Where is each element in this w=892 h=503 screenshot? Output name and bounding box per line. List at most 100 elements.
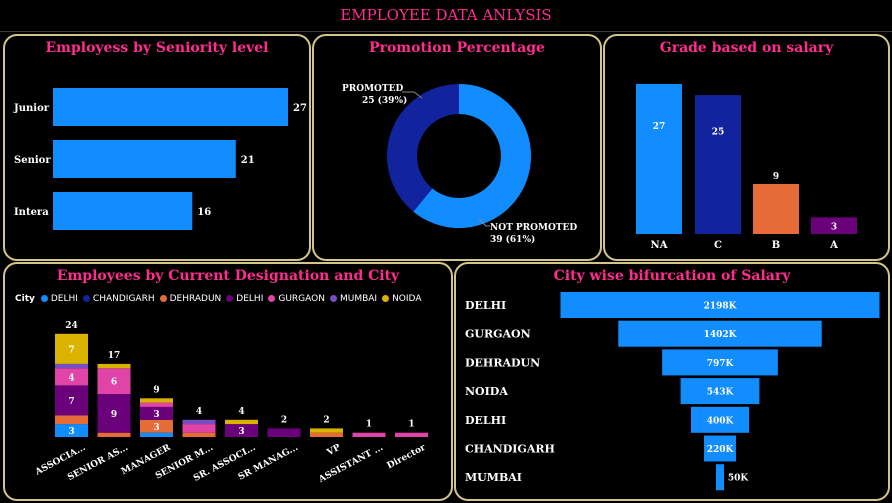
grade-title: Grade based on salary — [659, 40, 834, 56]
city-salary-data-label: 50K — [728, 474, 750, 484]
legend-item[interactable]: GURGAON — [268, 294, 325, 304]
city-salary-chart: DELHI 2198K GURGAON 1402K DEHRADUN 797K NOIDA 5… — [465, 292, 880, 491]
designation-segment-label: 3 — [68, 427, 74, 437]
seniority-bar[interactable] — [53, 192, 193, 230]
designation-total-label: 17 — [108, 351, 121, 361]
designation-bar-segment[interactable] — [140, 432, 173, 437]
promoted-value-label: 25 (39%) — [362, 95, 407, 106]
designation-total-label: 1 — [408, 420, 414, 430]
grade-data-label: 9 — [773, 172, 779, 182]
legend-dot-icon — [40, 295, 48, 302]
designation-category-label: VP — [325, 443, 343, 459]
designation-bar-segment[interactable] — [225, 419, 258, 425]
promotion-slice[interactable] — [413, 84, 531, 228]
seniority-category-label: Senior — [14, 155, 51, 166]
designation-segment-label: 7 — [68, 345, 74, 355]
seniority-category-label: Intera — [14, 207, 49, 218]
city-salary-data-label: 797K — [707, 359, 735, 369]
city-category-label: MUMBAI — [465, 471, 522, 484]
legend-item[interactable]: DELHI — [226, 294, 263, 304]
designation-bar-segment[interactable] — [352, 432, 386, 437]
designation-bar-segment[interactable] — [55, 385, 88, 416]
designation-total-label: 4 — [196, 407, 202, 417]
grade-category-label: A — [829, 240, 838, 251]
not-promoted-value-label: 39 (61%) — [490, 234, 535, 245]
legend-item[interactable]: MUMBAI — [329, 294, 378, 304]
designation-bar-segment[interactable] — [182, 432, 216, 437]
designation-bar-segment[interactable] — [97, 432, 131, 437]
city-salary-bar[interactable] — [680, 378, 760, 405]
designation-bar-segment[interactable] — [225, 424, 258, 437]
designation-bar-segment[interactable] — [97, 368, 131, 394]
city-salary-bar[interactable] — [690, 406, 750, 433]
seniority-panel: Employess by Seniority level Junior 27 Sen… — [3, 34, 311, 261]
legend-label: NOIDA — [392, 294, 422, 304]
promotion-slice[interactable] — [387, 84, 459, 212]
grade-data-label: 3 — [831, 223, 837, 233]
grade-data-label: 27 — [653, 122, 666, 132]
designation-bar-segment[interactable] — [395, 432, 428, 437]
city-category-label: DEHRADUN — [465, 356, 540, 369]
legend-dot-icon — [382, 295, 390, 302]
legend-item[interactable]: DELHI — [40, 294, 78, 304]
grade-category-label: NA — [651, 240, 668, 251]
designation-bar-segment[interactable] — [267, 428, 301, 437]
designation-bar-segment[interactable] — [140, 419, 173, 433]
designation-bar-segment[interactable] — [55, 415, 88, 425]
city-salary-title: City wise bifurcation of Salary — [553, 268, 791, 284]
seniority-category-label: Junior — [13, 103, 50, 114]
not-promoted-name-label: NOT PROMOTED — [490, 223, 577, 233]
designation-bar-segment[interactable] — [310, 428, 343, 433]
grade-bar[interactable] — [636, 84, 682, 234]
legend-item[interactable]: DEHRADUN — [159, 294, 222, 304]
promoted-leader-line — [402, 91, 423, 99]
city-salary-bar[interactable] — [662, 349, 778, 376]
promotion-title: Promotion Percentage — [369, 40, 545, 56]
designation-bar-segment[interactable] — [55, 368, 88, 386]
city-category-label: DELHI — [465, 299, 506, 312]
legend-title: City — [15, 294, 35, 304]
legend-dot-icon — [159, 295, 167, 302]
seniority-bar[interactable] — [53, 140, 236, 178]
designation-total-label: 24 — [65, 321, 78, 331]
designation-bar-segment[interactable] — [140, 406, 173, 420]
grade-category-label: B — [772, 240, 780, 251]
city-category-label: NOIDA — [465, 385, 508, 398]
legend-label: MUMBAI — [339, 294, 378, 304]
legend-item[interactable]: NOIDA — [382, 294, 421, 304]
seniority-bar[interactable] — [53, 88, 288, 126]
designation-bar-segment[interactable] — [182, 419, 216, 425]
legend-item[interactable]: CHANDIGARH — [82, 294, 155, 304]
grade-bar[interactable] — [811, 217, 857, 234]
designation-bar-segment[interactable] — [97, 394, 131, 433]
city-salary-bar[interactable] — [716, 464, 724, 491]
designation-bar-segment[interactable] — [182, 424, 216, 433]
designation-bar-segment[interactable] — [55, 363, 88, 369]
grade-bar[interactable] — [695, 95, 741, 234]
legend-label: CHANDIGARH — [92, 294, 155, 304]
city-salary-bar[interactable] — [704, 435, 736, 462]
designation-bar-segment[interactable] — [55, 333, 88, 364]
designation-segment-label: 3 — [153, 410, 159, 420]
legend-label: DEHRADUN — [169, 294, 222, 304]
designation-title: Employees by Current Designation and Cit… — [56, 268, 400, 284]
designation-total-label: 2 — [281, 415, 287, 425]
seniority-title: Employess by Seniority level — [45, 40, 269, 56]
grade-bar[interactable] — [753, 184, 799, 234]
city-salary-bar[interactable] — [618, 320, 822, 347]
designation-legend: City DELHI CHANDIGARH DEHRADUN DELHI GURGAON M… — [15, 294, 426, 304]
designation-segment-label: 3 — [153, 423, 159, 433]
designation-bar-segment[interactable] — [97, 363, 131, 369]
designation-segment-label: 7 — [68, 397, 74, 407]
city-salary-bar[interactable] — [560, 292, 880, 318]
designation-bar-segment[interactable] — [55, 424, 88, 437]
designation-bar-segment[interactable] — [140, 402, 173, 407]
city-salary-data-label: 543K — [707, 388, 735, 398]
designation-category-label: Director — [386, 443, 428, 472]
designation-bar-segment[interactable] — [140, 398, 173, 403]
city-salary-data-label: 2198K — [704, 302, 738, 312]
designation-bar-segment[interactable] — [310, 432, 343, 437]
designation-total-label: 9 — [153, 385, 159, 395]
legend-dot-icon — [329, 295, 337, 302]
